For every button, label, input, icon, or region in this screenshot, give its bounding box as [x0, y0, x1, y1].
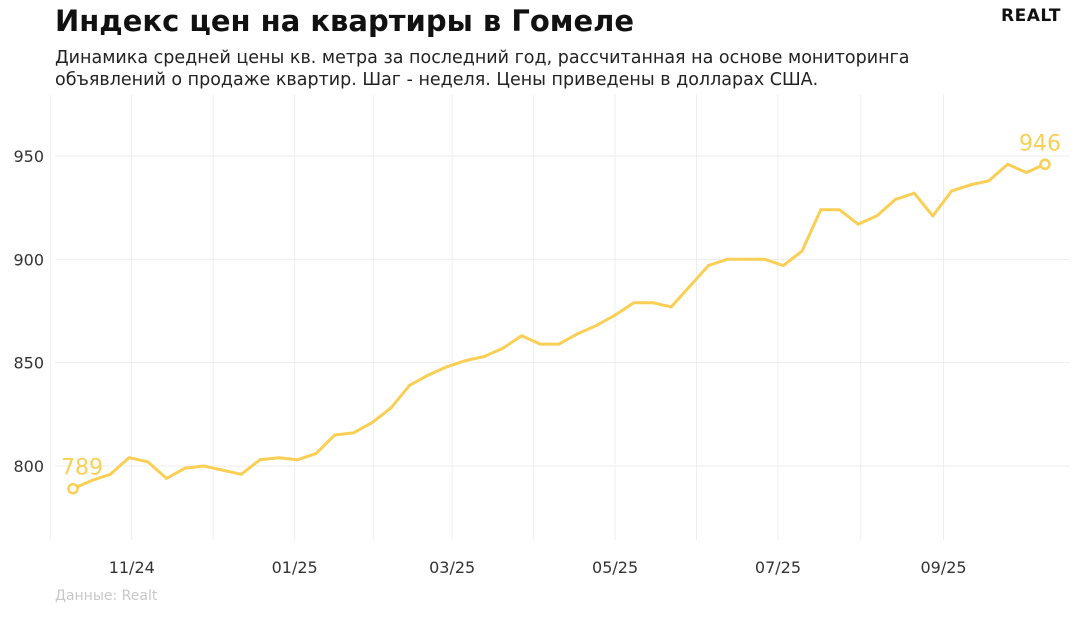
data-point [407, 383, 411, 387]
x-tick-label: 03/25 [429, 558, 475, 577]
start-value-label: 789 [61, 456, 103, 481]
data-point [576, 332, 580, 336]
data-point [295, 458, 299, 462]
data-point [520, 334, 524, 338]
data-point [90, 478, 94, 482]
data-point [538, 342, 542, 346]
x-tick-label: 05/25 [592, 558, 638, 577]
data-point [707, 264, 711, 268]
data-point [688, 284, 692, 288]
data-point [127, 456, 131, 460]
data-point [146, 460, 150, 464]
x-tick-label: 09/25 [920, 558, 966, 577]
data-point [912, 191, 916, 195]
data-point [669, 305, 673, 309]
data-point [819, 208, 823, 212]
realt-logo: REALT [1001, 6, 1061, 26]
y-tick-label: 950 [13, 147, 44, 166]
data-point [202, 464, 206, 468]
data-point [893, 197, 897, 201]
x-tick-label: 07/25 [755, 558, 801, 577]
data-point [557, 342, 561, 346]
data-point [1024, 171, 1028, 175]
end-point-marker [1039, 158, 1051, 171]
x-tick-label: 01/25 [272, 558, 318, 577]
data-point [482, 354, 486, 358]
data-point [258, 458, 262, 462]
data-point [725, 257, 729, 261]
data-point [744, 257, 748, 261]
data-point [464, 359, 468, 363]
chart-title: Индекс цен на квартиры в Гомеле [55, 4, 635, 38]
data-point [968, 183, 972, 187]
data-point [763, 257, 767, 261]
data-source: Данные: Realt [55, 588, 158, 604]
data-point [931, 214, 935, 218]
data-point [108, 472, 112, 476]
data-point [277, 456, 281, 460]
data-point [875, 214, 879, 218]
data-point [501, 346, 505, 350]
data-point [370, 421, 374, 425]
data-point [164, 476, 168, 480]
start-point-marker [67, 482, 79, 495]
data-point [781, 264, 785, 268]
series-line [71, 162, 1047, 491]
chart-subtitle: Динамика средней цены кв. метра за после… [55, 48, 910, 90]
y-tick-label: 800 [13, 457, 44, 476]
data-point [837, 208, 841, 212]
y-tick-label: 850 [13, 354, 44, 373]
data-point [221, 468, 225, 472]
data-point [314, 452, 318, 456]
data-point [594, 323, 598, 327]
data-point [351, 431, 355, 435]
data-point [800, 249, 804, 253]
data-point [183, 466, 187, 470]
data-point [950, 189, 954, 193]
end-value-label: 946 [1019, 131, 1061, 156]
data-point [632, 301, 636, 305]
data-point [650, 301, 654, 305]
y-axis: 800 850 900 950 [13, 147, 44, 476]
data-point [1006, 162, 1010, 166]
data-point [426, 373, 430, 377]
x-axis: 11/24 01/25 03/25 05/25 07/25 09/25 [109, 558, 967, 577]
data-point [613, 313, 617, 317]
data-point [445, 365, 449, 369]
y-tick-label: 900 [13, 250, 44, 269]
data-point [239, 472, 243, 476]
data-point [856, 222, 860, 226]
data-point [333, 433, 337, 437]
x-tick-label: 11/24 [109, 558, 155, 577]
data-points [71, 162, 1047, 491]
data-point [389, 406, 393, 410]
data-point [987, 179, 991, 183]
grid-lines [49, 95, 1070, 540]
